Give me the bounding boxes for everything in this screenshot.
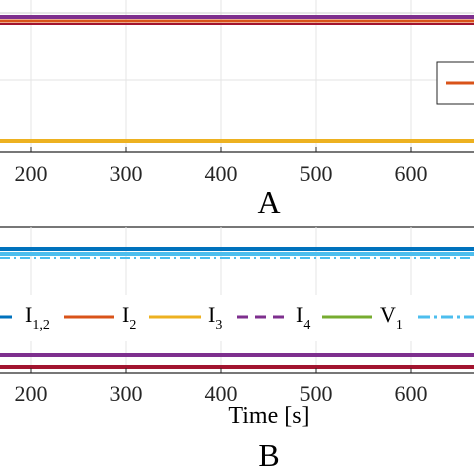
panel-a-tick-label-400: 400 [205,161,238,186]
panel-a-tick-label-600: 600 [395,161,428,186]
legend-label-i12: I1,2 [25,302,50,333]
panel-a-tick-label-500: 500 [300,161,333,186]
panel-b-tick-labels: 200 300 400 500 600 [15,381,428,406]
panel-a-x-ticks [30,147,412,152]
panel-a: 200 300 400 500 600 A [0,0,474,220]
panel-a-background [0,0,474,152]
panel-b-tick-label-500: 500 [300,381,333,406]
panel-a-tick-label-300: 300 [110,161,143,186]
legend-label-v1: V1 [380,302,403,333]
panel-b-label: B [258,437,279,473]
legend-label-i4: I4 [296,302,310,333]
panel-a-tick-labels: 200 300 400 500 600 [15,161,428,186]
panel-b-tick-label-200: 200 [15,381,48,406]
panel-a-grid [30,0,412,152]
panel-b-tick-label-300: 300 [110,381,143,406]
panel-b-tick-label-400: 400 [205,381,238,406]
panel-a-label: A [257,184,280,220]
panel-b-x-axis-label: Time [s] [228,403,309,429]
legend-label-i3: I3 [208,302,222,333]
panel-b-tick-label-600: 600 [395,381,428,406]
panel-a-tick-label-200: 200 [15,161,48,186]
panel-b: I1,2 I2 I3 I4 V1 200 300 400 500 600 Time [s… [0,226,474,473]
legend-label-i2: I2 [122,302,136,333]
panel-b-x-ticks [30,368,412,373]
